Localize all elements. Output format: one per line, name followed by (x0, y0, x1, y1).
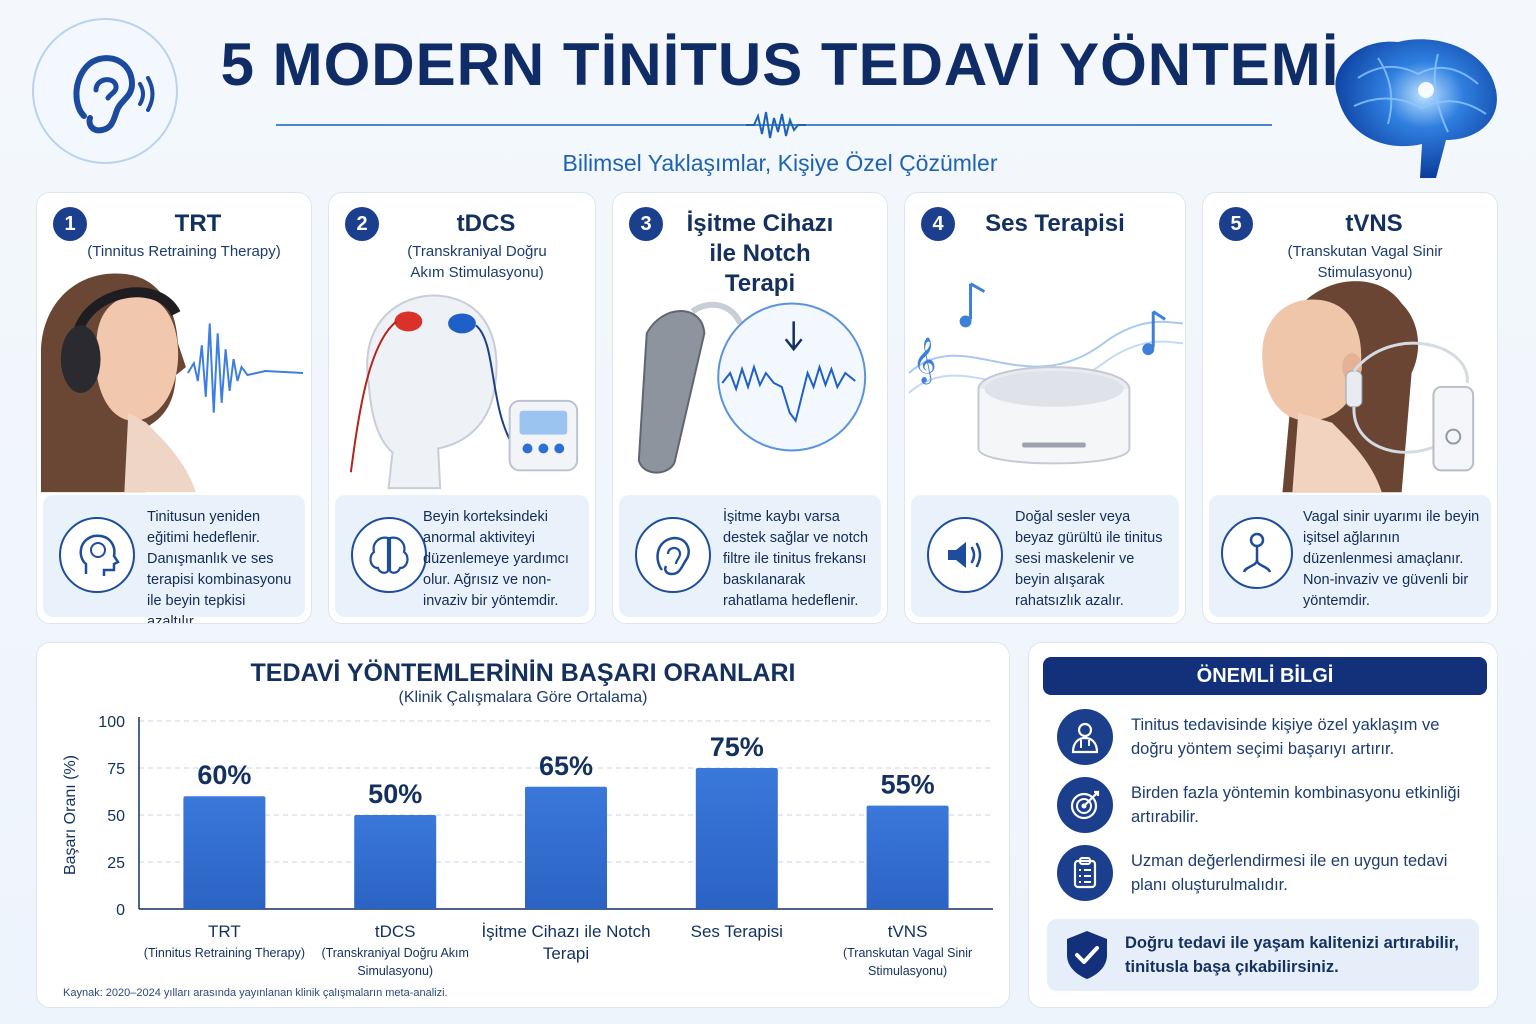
card-number: 5 (1219, 207, 1253, 241)
bar (183, 796, 266, 909)
bar-value-label: 50% (368, 779, 422, 809)
card-description: Vagal sinir uyarımı ile beyin işitsel ağ… (1303, 509, 1480, 609)
card-subtitle: (Tinnitus Retraining Therapy) (87, 243, 281, 260)
card-title: TRT (174, 210, 222, 237)
shield-check-icon (1067, 931, 1107, 979)
y-axis-label: Başarı Oranı (%) (62, 755, 79, 875)
page-subtitle: Bilimsel Yaklaşımlar, Kişiye Özel Çözüml… (562, 150, 998, 176)
card-description: Tinitusun yeniden eğitimi hedeflenir. Da… (147, 509, 292, 624)
brain-illustration (1335, 39, 1497, 179)
card-number: 2 (345, 207, 379, 241)
card-number: 4 (921, 207, 955, 241)
y-tick-label: 50 (107, 808, 125, 825)
info-item: Tinitus tedavisinde kişiye özel yaklaşım… (1057, 709, 1477, 769)
brain-icon (351, 517, 427, 593)
head-electrodes-illustration (349, 294, 579, 490)
treatment-card-tvns: 5 tVNS (Transkutan Vagal Sinir Stimulasy… (1202, 192, 1498, 624)
woman-ear-stimulator-illustration (1262, 281, 1475, 493)
success-rate-chart: 0 25 50 75 100 Başarı Oranı (%) 60% TRT (Tinnitu… (62, 714, 993, 978)
card-subtitle: (Transkutan Vagal Sinir Stimulasyonu) (1287, 243, 1443, 281)
target-icon (1057, 777, 1113, 833)
success-rate-chart-panel: 0 25 50 75 100 Başarı Oranı (%) 60% TRT (Tinnitu… (36, 642, 1010, 1008)
x-tick-sublabel: (Tinnitus Retraining Therapy) (144, 946, 305, 960)
x-tick-sublabel: (Transkutan Vagal Sinir (843, 946, 972, 960)
x-tick-sublabel: Simulasyonu) (357, 964, 433, 978)
head-brain-icon (59, 517, 135, 593)
x-tick-sublabel: (Transkraniyal Doğru Akım (321, 946, 469, 960)
card-title: tVNS (1345, 210, 1403, 237)
treatment-card-tdcs: 2 tDCS (Transkraniyal Doğru Akım Stimula… (328, 192, 596, 624)
bar-value-label: 65% (539, 751, 593, 781)
clipboard-icon (1057, 845, 1113, 901)
card-description: Beyin korteksindeki anormal aktiviteyi d… (423, 509, 569, 609)
treatment-card-sound-therapy: 4 Ses Terapisi 𝄞 Doğal sesler veya beyaz… (904, 192, 1186, 624)
y-tick-label: 0 (116, 902, 125, 919)
x-tick-label: Terapi (543, 944, 589, 963)
x-tick-label: Ses Terapisi (691, 922, 783, 941)
info-heading: ÖNEMLİ BİLGİ (1043, 657, 1487, 695)
page-title: 5 MODERN TİNİTUS TEDAVİ YÖNTEMİ (220, 31, 1340, 98)
y-tick-label: 75 (107, 761, 125, 778)
info-item: Birden fazla yöntemin kombinasyonu etkin… (1057, 777, 1477, 837)
important-info-panel: ÖNEMLİ BİLGİ Tinitus tedavisinde kişiye … (1028, 642, 1498, 1008)
x-tick-label: TRT (208, 922, 241, 941)
x-tick-label: tDCS (375, 922, 416, 941)
treatment-card-trt: 1 TRT (Tinnitus Retraining Therapy) Tini… (36, 192, 312, 624)
nerve-icon (1221, 517, 1293, 589)
x-tick-label: tVNS (888, 922, 928, 941)
bar (354, 815, 437, 909)
info-footer-text: Doğru tedavi ile yaşam kalitenizi artıra… (1125, 934, 1459, 976)
y-tick-label: 100 (98, 714, 125, 731)
chart-subtitle: (Klinik Çalışmalara Göre Ortalama) (398, 689, 648, 706)
bar-value-label: 55% (881, 770, 935, 800)
bar (866, 805, 949, 909)
y-tick-label: 25 (107, 855, 125, 872)
card-title: İşitme Cihazı ile Notch Terapi (686, 210, 834, 297)
doctor-icon (1057, 709, 1113, 765)
card-description: İşitme kaybı varsa destek sağlar ve notc… (723, 509, 869, 609)
card-number: 1 (53, 207, 87, 241)
card-description-box: Tinitusun yeniden eğitimi hedeflenir. Da… (43, 495, 305, 623)
chart-title: TEDAVİ YÖNTEMLERİNİN BAŞARI ORANLARI (250, 659, 796, 687)
card-subtitle: (Transkraniyal Doğru Akım Stimulasyonu) (407, 243, 547, 281)
info-text: Uzman değerlendirmesi ile en uygun tedav… (1131, 852, 1448, 894)
x-tick-sublabel: Stimulasyonu) (868, 964, 947, 978)
x-tick-label: İşitme Cihazı ile Notch (481, 922, 650, 941)
svg-text:𝄞: 𝄞 (913, 337, 936, 385)
title-divider (276, 111, 1272, 139)
bar (525, 786, 607, 909)
ear-logo (32, 18, 178, 164)
speaker-icon (927, 517, 1003, 593)
card-title: tDCS (456, 210, 516, 237)
treatment-card-notch: 3 İşitme Cihazı ile Notch Terapi İşitme … (612, 192, 888, 624)
woman-headphones-illustration (37, 263, 311, 493)
card-number: 3 (629, 207, 663, 241)
info-item: Uzman değerlendirmesi ile en uygun tedav… (1057, 845, 1477, 905)
ear-sound-icon (73, 55, 155, 134)
chart-source-note: Kaynak: 2020–2024 yılları arasında yayın… (63, 987, 448, 999)
card-description-box: Vagal sinir uyarımı ile beyin işitsel ağ… (1209, 495, 1491, 617)
bar (695, 768, 778, 909)
card-description: Doğal sesler veya beyaz gürültü ile tini… (1015, 509, 1163, 609)
card-description-box: Beyin korteksindeki anormal aktiviteyi d… (335, 495, 589, 617)
bar-value-label: 60% (197, 760, 251, 790)
white-noise-machine-illustration: 𝄞 (908, 282, 1184, 465)
card-description-box: Doğal sesler veya beyaz gürültü ile tini… (911, 495, 1179, 617)
card-title: Ses Terapisi (985, 210, 1125, 237)
info-text: Birden fazla yöntemin kombinasyonu etkin… (1131, 784, 1461, 826)
info-footer-box: Doğru tedavi ile yaşam kalitenizi artıra… (1047, 919, 1479, 991)
info-text: Tinitus tedavisinde kişiye özel yaklaşım… (1131, 716, 1440, 758)
bar-value-label: 75% (710, 732, 764, 762)
hearing-aid-notch-illustration (637, 301, 867, 474)
ear-icon (635, 517, 711, 593)
card-description-box: İşitme kaybı varsa destek sağlar ve notc… (619, 495, 881, 617)
